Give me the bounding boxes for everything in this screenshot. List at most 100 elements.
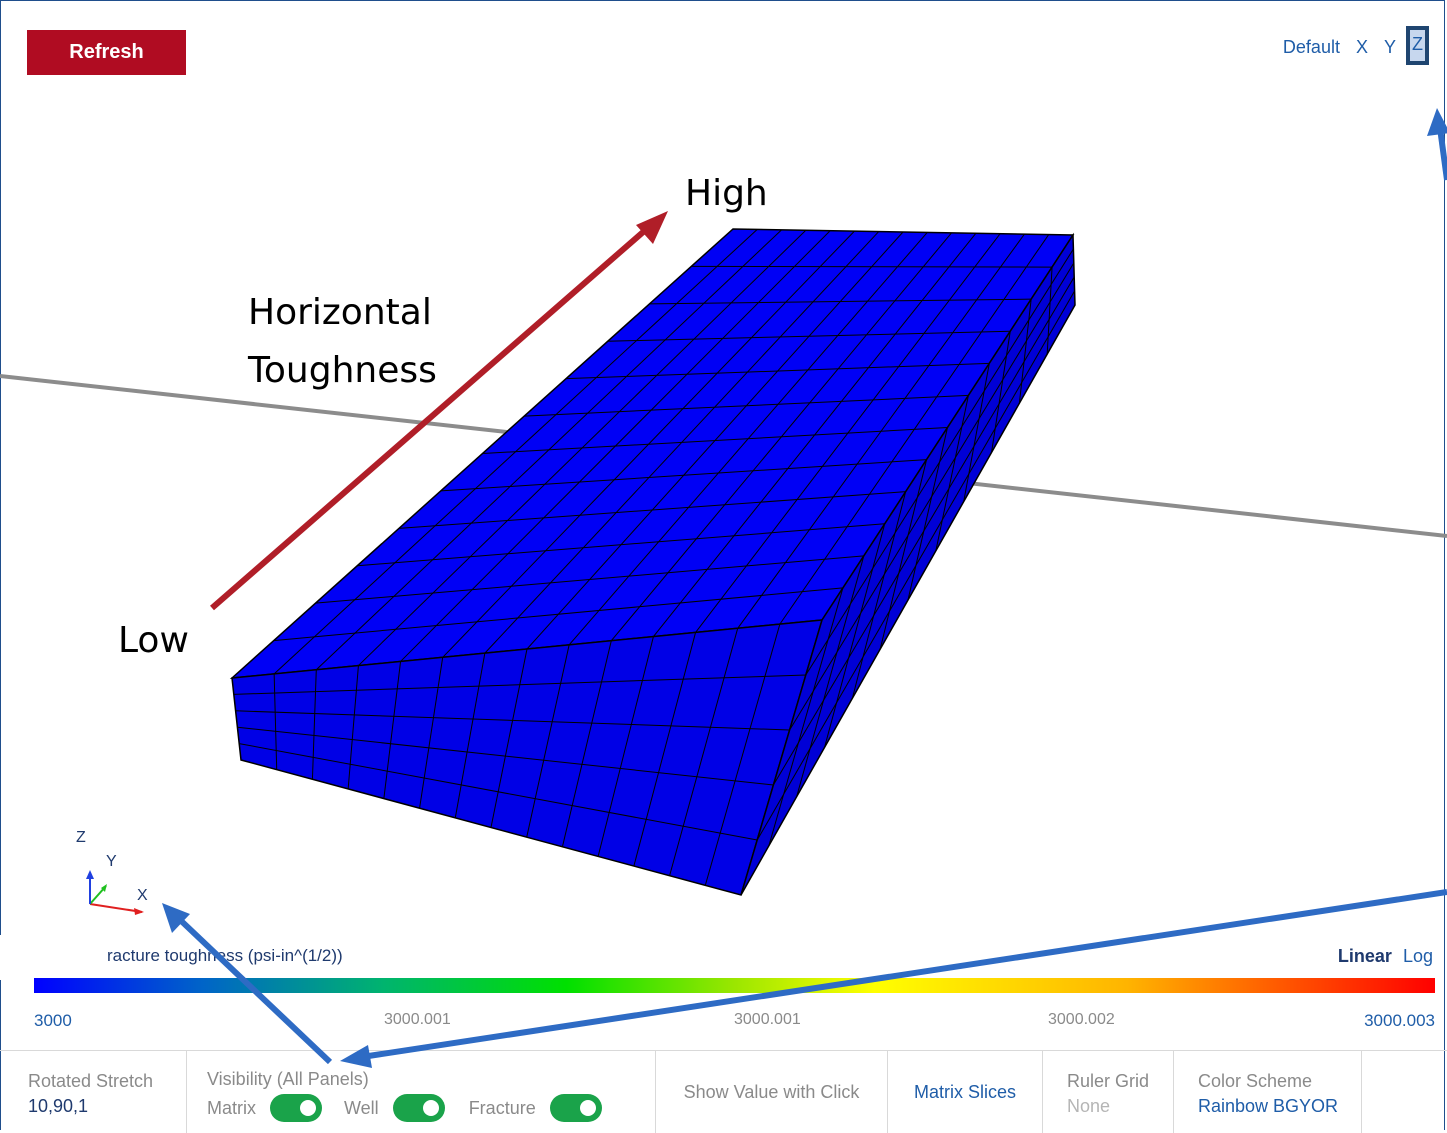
visibility-toggles: Matrix Well Fracture (207, 1094, 635, 1122)
mesh-line (756, 290, 1076, 841)
scale-log-option[interactable]: Log (1402, 946, 1433, 966)
ruler-grid-value: None (1067, 1096, 1111, 1116)
colorbar-title-mask (0, 935, 107, 980)
mesh-line (526, 644, 570, 838)
mesh-line (347, 665, 359, 789)
mesh-line (233, 674, 806, 695)
mesh-line (695, 233, 1001, 633)
label-toughness: Toughness (248, 350, 437, 391)
colorbar-tick: 3000.002 (1048, 1011, 1115, 1028)
mesh-line (568, 232, 928, 646)
toggle-fracture-label: Fracture (468, 1097, 536, 1118)
mesh-line (442, 230, 855, 658)
mesh-line (358, 229, 807, 666)
view-y-button[interactable]: Y (1383, 37, 1396, 57)
view-z-button[interactable]: Z (1406, 26, 1429, 65)
view-x-button[interactable]: X (1355, 37, 1368, 57)
color-scheme-value: Rainbow BGYOR (1198, 1096, 1339, 1116)
label-low: Low (118, 620, 189, 661)
x-axis-head (134, 908, 144, 915)
toggle-matrix-switch[interactable] (270, 1094, 322, 1122)
mesh-line (768, 587, 844, 846)
toggle-well-switch[interactable] (392, 1094, 445, 1122)
3d-viewport[interactable] (0, 0, 1447, 935)
label-horizontal: Horizontal (248, 292, 432, 333)
mesh-line (1046, 267, 1053, 355)
model-grid-lines (233, 229, 1076, 886)
mesh-line (963, 363, 990, 502)
mesh-line (239, 743, 758, 841)
colorbar-tick: 3000.001 (384, 1011, 451, 1028)
mesh-line (805, 248, 1074, 676)
mesh-line (400, 230, 831, 662)
colorbar-tick-max: 3000.003 (1364, 1011, 1435, 1030)
toughness-arrow (210, 223, 652, 611)
mesh-line (490, 648, 528, 828)
mesh-line (597, 636, 654, 857)
view-presets: Default X Y Z (1282, 26, 1429, 65)
mesh-line (315, 229, 782, 671)
mesh-line (419, 657, 444, 809)
matrix-slices-label: Matrix Slices (913, 1081, 1016, 1102)
view-default-button[interactable]: Default (1282, 37, 1340, 57)
x-axis-line (89, 903, 143, 913)
label-high: High (685, 173, 768, 214)
axis-x-label: X (137, 887, 148, 904)
mesh-line (237, 726, 774, 786)
mesh-line (907, 427, 948, 601)
mesh-line (879, 459, 928, 650)
axis-y-label: Y (106, 853, 117, 870)
scale-linear-option[interactable]: Linear (1337, 946, 1392, 966)
refresh-button[interactable]: Refresh (27, 30, 186, 75)
colorbar-tick: 3000.001 (734, 1011, 801, 1028)
ruler-grid-label: Ruler Grid (1067, 1071, 1150, 1091)
mesh-line (796, 555, 865, 797)
color-scheme-cell[interactable]: Color Scheme Rainbow BGYOR (1174, 1051, 1362, 1133)
axis-triad: Z Y X (76, 829, 148, 915)
matrix-slices-button[interactable]: Matrix Slices (888, 1051, 1043, 1133)
visibility-cell: Visibility (All Panels) Matrix Well Frac… (187, 1051, 656, 1133)
toggle-matrix-label: Matrix (207, 1097, 256, 1118)
scale-options: Linear Log (1338, 946, 1433, 967)
rotated-stretch-value: 10,90,1 (28, 1096, 89, 1116)
mesh-line (454, 653, 486, 818)
mesh-line (789, 262, 1075, 731)
mesh-line (824, 523, 886, 748)
mesh-line (653, 232, 977, 637)
ruler-grid-cell[interactable]: Ruler Grid None (1043, 1051, 1174, 1133)
colorbar-title: racture toughness (psi-in^(1/2)) (107, 946, 343, 965)
mesh-line (311, 669, 317, 780)
axis-z-label: Z (76, 829, 86, 846)
toughness-arrow-head (636, 211, 668, 244)
mesh-line (779, 234, 1050, 625)
mesh-line (484, 231, 880, 654)
toggle-well-label: Well (344, 1097, 379, 1118)
show-value-button[interactable]: Show Value with Click (656, 1051, 888, 1133)
mesh-line (935, 395, 969, 551)
mesh-line (526, 231, 904, 650)
show-value-label: Show Value with Click (683, 1081, 860, 1102)
visibility-label: Visibility (All Panels) (207, 1069, 369, 1089)
mesh-line (383, 661, 402, 799)
mesh-line (737, 233, 1025, 629)
toggle-fracture-switch[interactable] (549, 1094, 602, 1122)
mesh-line (235, 710, 790, 731)
mesh-line (851, 491, 907, 699)
mesh-line (610, 232, 952, 642)
mesh-line (561, 640, 612, 847)
settings-bar: Rotated Stretch 10,90,1 Visibility (All … (0, 1050, 1447, 1133)
mesh-line (1018, 299, 1032, 404)
y-axis-head (101, 884, 107, 892)
z-axis-head (86, 870, 94, 879)
mesh-line (991, 331, 1011, 453)
color-scheme-label: Color Scheme (1198, 1071, 1313, 1091)
mesh-line (273, 673, 278, 770)
rotated-stretch-cell[interactable]: Rotated Stretch 10,90,1 (0, 1051, 187, 1133)
rotated-stretch-label: Rotated Stretch (28, 1071, 154, 1091)
mesh-line (772, 276, 1075, 786)
mesh-line (633, 632, 697, 867)
mesh-line (273, 229, 758, 675)
colorbar-gradient (34, 978, 1435, 993)
colorbar-tick-min: 3000 (34, 1011, 72, 1030)
